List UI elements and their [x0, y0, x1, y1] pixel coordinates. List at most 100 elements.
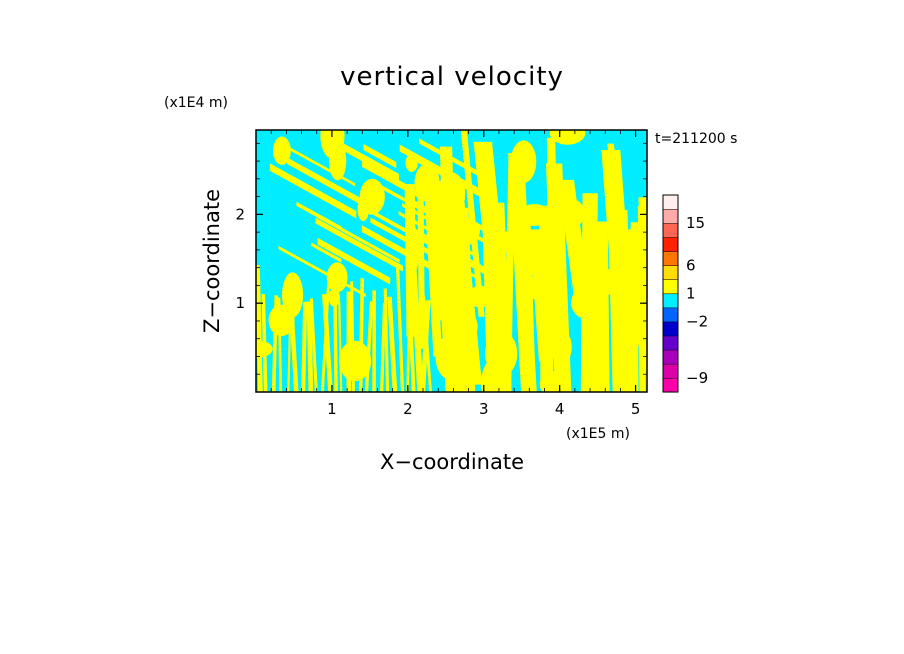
- field-blob: [282, 272, 304, 318]
- field-blob: [518, 277, 550, 300]
- field-blob: [328, 141, 347, 181]
- field-blob: [458, 221, 480, 242]
- x-tick-label: 5: [631, 400, 641, 418]
- field-blob: [272, 136, 291, 165]
- field-blob: [326, 262, 348, 293]
- y-axis-ticks: 12: [235, 142, 647, 375]
- colorbar-segment: [662, 208, 679, 224]
- field-blob: [338, 340, 372, 382]
- field-blob: [539, 311, 562, 360]
- colorbar-segment: [662, 251, 679, 266]
- colorbar-segment: [662, 363, 679, 379]
- field-blob: [455, 311, 478, 342]
- time-label: t=211200 s: [655, 131, 737, 147]
- y-tick-label: 1: [235, 294, 245, 312]
- field-band: [367, 207, 447, 256]
- field-band: [379, 184, 434, 218]
- field-blob: [256, 340, 273, 358]
- x-axis-ticks: 1 2 3 4 5: [270, 130, 641, 418]
- field-blob: [433, 262, 446, 291]
- field-blob: [414, 163, 440, 201]
- x-axis-label: X−coordinate: [380, 450, 524, 474]
- colorbar-segment: [662, 335, 679, 351]
- colorbar-segment: [662, 377, 679, 393]
- y-axis-label: Z−coordinate: [200, 189, 224, 333]
- field-band: [322, 294, 333, 392]
- field-band: [333, 287, 338, 392]
- colorbar-tick-label: 15: [686, 214, 705, 232]
- x-tick-label: 1: [327, 400, 337, 418]
- field-band: [311, 242, 342, 263]
- field-band: [383, 288, 390, 392]
- field-blob: [586, 268, 622, 296]
- colorbar-segment: [662, 279, 679, 295]
- colorbar-segment: [662, 349, 679, 365]
- field-blob: [437, 172, 466, 217]
- colorbar-segment: [662, 222, 679, 238]
- x-tick-label: 3: [479, 400, 489, 418]
- field-blob: [502, 230, 512, 254]
- colorbar-tick-label: 1: [686, 285, 696, 303]
- field-band: [327, 134, 400, 182]
- colorbar-tick-label: −9: [686, 369, 708, 387]
- field-band: [411, 226, 486, 275]
- colorbar-tick-label: 6: [686, 256, 696, 274]
- colorbar: [662, 194, 679, 393]
- field-blob: [435, 334, 467, 380]
- plot-frame: [255, 129, 648, 393]
- field-band: [638, 197, 647, 392]
- x-tick-label: 2: [403, 400, 413, 418]
- field-blob: [518, 204, 551, 226]
- y-axis-multiplier: (x1E4 m): [164, 95, 228, 111]
- field-band: [269, 163, 357, 219]
- field-blob: [546, 189, 566, 238]
- field-band: [504, 153, 516, 392]
- field-blob: [328, 288, 341, 307]
- field-band: [301, 301, 308, 392]
- x-axis-multiplier: (x1E5 m): [566, 426, 630, 442]
- field-band: [420, 300, 431, 392]
- colorbar-segment: [662, 236, 679, 252]
- field-blob: [357, 197, 369, 222]
- field-blob: [408, 226, 420, 273]
- field-band: [317, 237, 391, 285]
- y-tick-label: 2: [235, 205, 245, 223]
- field-band: [428, 249, 480, 281]
- field-blob: [549, 130, 586, 145]
- field-blob: [563, 199, 585, 227]
- field-blob: [436, 209, 448, 248]
- field-blob: [526, 248, 555, 279]
- field-blob: [468, 285, 493, 308]
- field-band: [309, 298, 318, 392]
- field-band: [363, 144, 397, 169]
- field-band: [418, 138, 491, 183]
- colorbar-frame: [662, 194, 679, 393]
- field-band: [387, 296, 398, 392]
- x-tick-label: 4: [555, 400, 565, 418]
- field-band: [315, 217, 403, 272]
- field-band: [608, 210, 633, 392]
- colorbar-segment: [662, 321, 679, 337]
- field-band: [372, 290, 376, 392]
- field-blob: [268, 304, 295, 337]
- plot-area: [256, 130, 647, 392]
- field-blob: [562, 334, 572, 360]
- colorbar-segment: [662, 307, 679, 323]
- field-band: [287, 157, 374, 212]
- colorbar-tick-label: −2: [686, 313, 708, 331]
- field-blob: [510, 140, 537, 183]
- colorbar-segment: [662, 194, 679, 210]
- field-blob: [539, 371, 568, 392]
- field-band: [296, 201, 342, 231]
- field-blob: [485, 330, 518, 377]
- chart-title: vertical velocity: [340, 62, 564, 92]
- field-blob: [405, 153, 418, 172]
- field-band: [417, 191, 426, 349]
- field-band: [396, 268, 405, 392]
- colorbar-ticks: −9 −2 1 6 15: [686, 214, 708, 387]
- colorbar-segment: [662, 293, 679, 309]
- colorbar-segment: [662, 265, 679, 280]
- field-band: [256, 265, 263, 392]
- field-bands: [256, 130, 647, 392]
